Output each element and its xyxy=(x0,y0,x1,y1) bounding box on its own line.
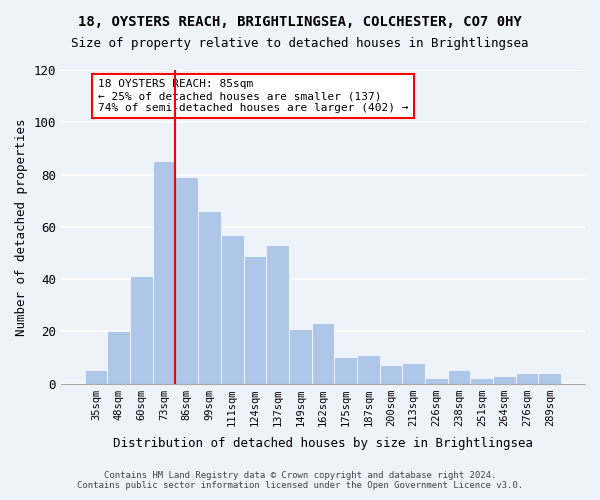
Bar xyxy=(470,378,493,384)
Bar xyxy=(516,373,538,384)
X-axis label: Distribution of detached houses by size in Brightlingsea: Distribution of detached houses by size … xyxy=(113,437,533,450)
Text: 18 OYSTERS REACH: 85sqm
← 25% of detached houses are smaller (137)
74% of semi-d: 18 OYSTERS REACH: 85sqm ← 25% of detache… xyxy=(98,80,408,112)
Bar xyxy=(334,358,357,384)
Text: Contains HM Land Registry data © Crown copyright and database right 2024.
Contai: Contains HM Land Registry data © Crown c… xyxy=(77,470,523,490)
Text: 18, OYSTERS REACH, BRIGHTLINGSEA, COLCHESTER, CO7 0HY: 18, OYSTERS REACH, BRIGHTLINGSEA, COLCHE… xyxy=(78,15,522,29)
Bar xyxy=(107,332,130,384)
Bar xyxy=(380,365,403,384)
Y-axis label: Number of detached properties: Number of detached properties xyxy=(15,118,28,336)
Bar xyxy=(244,256,266,384)
Bar xyxy=(266,245,289,384)
Bar xyxy=(221,234,244,384)
Bar xyxy=(403,362,425,384)
Bar xyxy=(85,370,107,384)
Bar xyxy=(357,355,380,384)
Bar xyxy=(130,276,153,384)
Text: Size of property relative to detached houses in Brightlingsea: Size of property relative to detached ho… xyxy=(71,38,529,51)
Bar xyxy=(425,378,448,384)
Bar xyxy=(175,177,198,384)
Bar xyxy=(448,370,470,384)
Bar xyxy=(538,373,561,384)
Bar xyxy=(311,324,334,384)
Bar xyxy=(493,376,516,384)
Bar xyxy=(198,211,221,384)
Bar xyxy=(289,328,311,384)
Bar xyxy=(153,162,175,384)
